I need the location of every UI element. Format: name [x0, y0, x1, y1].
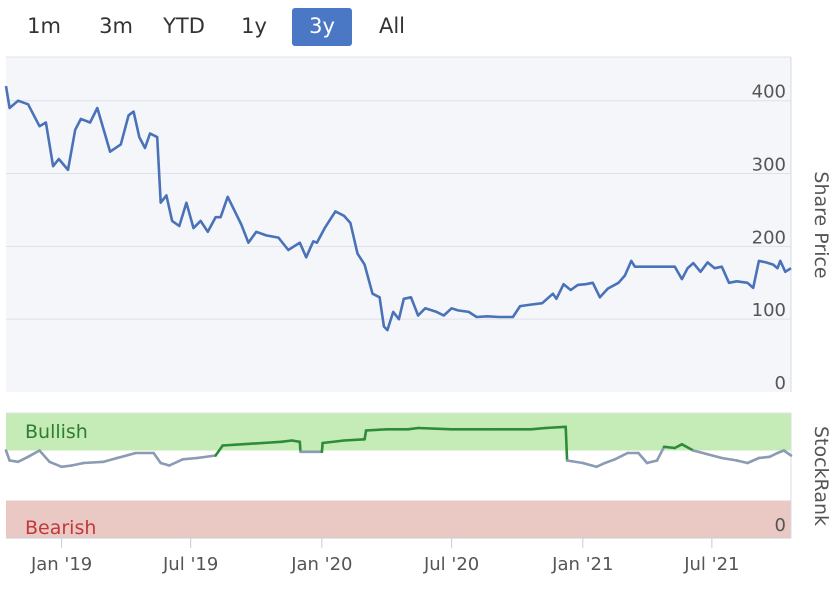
- stockrank-segment: [691, 449, 709, 456]
- stockrank-segment: [261, 440, 283, 445]
- stockrank-segment: [565, 459, 585, 465]
- stockrank-segment: [38, 449, 51, 464]
- stockrank-segment: [655, 445, 666, 462]
- band-label-bullish: Bullish: [25, 421, 88, 443]
- x-tick-label: Jul '20: [423, 554, 479, 575]
- stockrank-segment: [321, 439, 346, 445]
- stockrank-segment: [544, 425, 568, 430]
- stockrank-bands: Bullish Bearish: [6, 413, 791, 539]
- price-line: [4, 85, 792, 332]
- stockrank-segment: [342, 437, 366, 442]
- range-button-all[interactable]: All: [378, 14, 406, 38]
- stockrank-segment: [720, 456, 739, 462]
- price-panel-background: [6, 57, 791, 392]
- stockrank-segment: [221, 442, 243, 447]
- x-tick-label: Jan '20: [290, 554, 352, 575]
- stockrank-segment: [240, 441, 265, 446]
- stockrank-segment: [82, 460, 105, 465]
- stockrank-segment: [613, 451, 630, 461]
- stockrank-segment: [102, 456, 119, 464]
- stockrank-segment: [735, 459, 749, 465]
- stockrank-segment: [290, 439, 302, 444]
- price-y-ticks: 0 100 200 300 400: [752, 82, 786, 394]
- stockrank-segment: [26, 449, 41, 459]
- stockrank-segment: [159, 461, 171, 467]
- band-label-bearish: Bearish: [25, 517, 96, 539]
- stockrank-segment: [603, 457, 617, 465]
- range-button-ytd[interactable]: YTD: [163, 14, 205, 38]
- stockrank-segment: [320, 441, 324, 454]
- stockrank-series: [4, 425, 793, 469]
- stockrank-segment: [279, 439, 294, 444]
- stockrank-segment: [364, 427, 389, 432]
- price-axis-label: Share Price: [810, 171, 832, 278]
- stockrank-segment: [581, 461, 598, 469]
- stockrank-segment: [60, 464, 73, 469]
- stockrank-segment: [564, 425, 569, 462]
- stockrank-axis-label: StockRank: [810, 426, 832, 526]
- stockrank-segment: [645, 459, 659, 465]
- x-axis-ticks: Jan '19 Jul '19 Jan '20 Jul '20 Jan '21 Jul '…: [30, 538, 740, 575]
- stockrank-segment: [680, 442, 695, 452]
- price-y-tick-label: 100: [752, 300, 786, 321]
- stockrank-segment: [298, 440, 302, 454]
- stockrank-segment: [416, 426, 453, 431]
- stockrank-segment: [16, 455, 30, 464]
- price-y-tick-label: 0: [775, 373, 786, 394]
- stockrank-segment: [8, 459, 20, 464]
- band-bearish: [6, 500, 791, 538]
- stockrank-segment: [768, 451, 779, 459]
- stockrank-segment: [673, 442, 684, 450]
- band-bullish: [6, 413, 791, 451]
- price-y-tick-label: 400: [752, 82, 786, 103]
- stockrank-segment: [70, 461, 85, 467]
- stockrank-segment: [595, 461, 607, 469]
- stockrank-segment: [214, 444, 224, 457]
- stockrank-segment: [746, 456, 761, 465]
- range-button-1y[interactable]: 1y: [241, 14, 267, 38]
- stockrank-segment: [363, 429, 368, 441]
- range-button-3y[interactable]: 3y: [292, 8, 352, 46]
- stockrank-segment: [152, 451, 162, 465]
- price-series: [4, 85, 792, 332]
- stockrank-segment: [406, 426, 420, 431]
- x-tick-label: Jul '21: [683, 554, 739, 575]
- stockrank-segment: [782, 449, 793, 457]
- stockrank-segment: [168, 457, 185, 467]
- stockrank-segment: [48, 460, 63, 469]
- stockrank-segment: [706, 452, 724, 460]
- range-selector: 1m 3m YTD 1y 3y All: [0, 0, 834, 54]
- x-tick-label: Jan '19: [30, 554, 92, 575]
- stockrank-segment: [529, 426, 548, 431]
- stockrank-segment: [181, 456, 199, 461]
- x-tick-label: Jul '19: [162, 554, 218, 575]
- range-button-1m[interactable]: 1m: [27, 14, 61, 38]
- price-y-tick-label: 300: [752, 155, 786, 176]
- stockrank-segment: [195, 454, 217, 460]
- stockrank-segment: [662, 445, 677, 450]
- stockrank-segment: [757, 455, 771, 460]
- x-tick-label: Jan '21: [551, 554, 613, 575]
- range-button-3m[interactable]: 3m: [99, 14, 133, 38]
- stockrank-segment: [4, 449, 11, 462]
- stockrank-segment: [115, 451, 138, 460]
- stockrank-segment: [637, 451, 649, 465]
- price-y-tick-label: 200: [752, 227, 786, 248]
- stockrank-zero-tick: 0: [775, 515, 786, 536]
